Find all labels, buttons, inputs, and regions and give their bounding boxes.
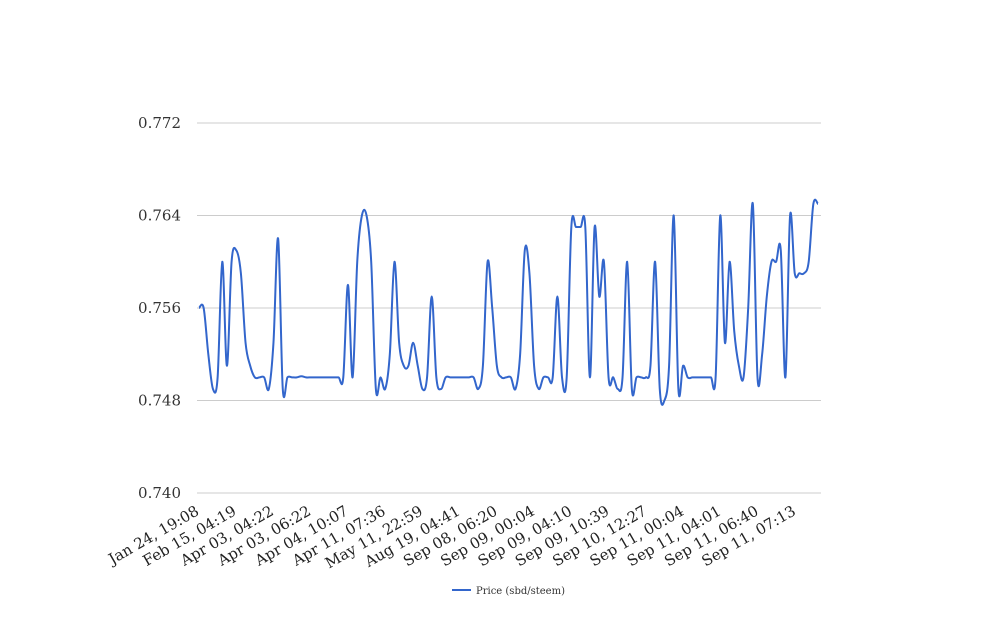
series-layer [198,198,819,406]
y-tick-label: 0.740 [138,484,181,502]
y-axis: 0.740 0.748 0.756 0.764 0.772 [138,114,181,502]
legend-label: Price (sbd/steem) [476,586,565,597]
y-tick-label: 0.772 [138,114,181,132]
y-tick-label: 0.748 [138,392,181,410]
legend[interactable]: Price (sbd/steem) [452,586,565,597]
series-line[interactable] [198,198,819,406]
y-tick-label: 0.764 [138,207,181,225]
y-tick-label: 0.756 [138,299,181,317]
gridlines [197,122,821,494]
